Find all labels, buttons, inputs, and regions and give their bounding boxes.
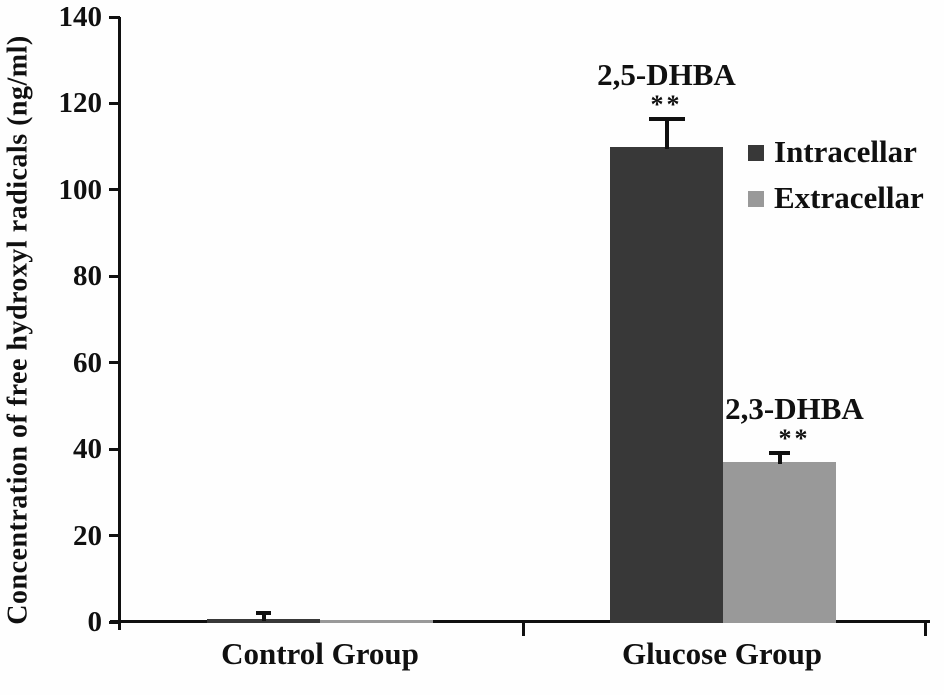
x-label-glucose-group: Glucose Group bbox=[621, 636, 823, 671]
y-axis-tick bbox=[109, 274, 120, 278]
error-bar-cap bbox=[256, 610, 271, 615]
y-tick-label: 0 bbox=[87, 606, 103, 638]
significance-stars: ** bbox=[778, 424, 811, 454]
error-bar-whisker bbox=[777, 453, 782, 465]
y-tick-label: 120 bbox=[58, 87, 103, 120]
bar-control-group-intracellar bbox=[207, 618, 320, 623]
annotation-2-5-dhba: 2,5-DHBA ** bbox=[547, 56, 787, 119]
intracellar-swatch-icon bbox=[748, 145, 764, 161]
significance-stars: ** bbox=[650, 89, 683, 119]
y-tick-label: 100 bbox=[58, 173, 103, 206]
legend: Intracellar Extracellar bbox=[748, 136, 924, 214]
y-tick-label: 140 bbox=[58, 1, 103, 33]
annotation-2-3-dhba: 2,3-DHBA ** bbox=[675, 391, 915, 454]
bar-glucose-group-extracellar bbox=[723, 462, 836, 623]
y-axis-tick bbox=[109, 15, 120, 19]
error-bar-cap bbox=[768, 451, 791, 456]
extracellar-swatch-icon bbox=[748, 191, 764, 207]
legend-item-extracellar: Extracellar bbox=[748, 182, 924, 214]
bar-control-group-extracellar bbox=[320, 619, 433, 623]
legend-label-extracellar: Extracellar bbox=[774, 180, 924, 215]
x-axis-tick bbox=[522, 622, 525, 636]
y-axis-tick bbox=[109, 101, 120, 105]
y-tick-label: 80 bbox=[73, 260, 102, 293]
annotation-text: 2,5-DHBA bbox=[597, 56, 736, 92]
y-tick-label: 60 bbox=[73, 346, 102, 379]
bar-glucose-group-intracellar bbox=[610, 146, 723, 623]
x-axis-line bbox=[110, 620, 930, 623]
annotation-text: 2,3-DHBA bbox=[725, 391, 864, 427]
x-label-control-group: Control Group bbox=[221, 636, 419, 671]
y-axis-line bbox=[118, 17, 121, 630]
error-bar-whisker bbox=[664, 118, 669, 149]
y-axis-tick bbox=[109, 447, 120, 451]
y-axis-tick bbox=[109, 361, 120, 365]
y-axis-tick bbox=[109, 620, 120, 624]
x-axis-tick bbox=[923, 622, 927, 636]
legend-item-intracellar: Intracellar bbox=[748, 136, 924, 168]
error-bar-whisker bbox=[261, 612, 266, 621]
legend-label-intracellar: Intracellar bbox=[774, 134, 917, 169]
y-tick-label: 20 bbox=[73, 519, 102, 552]
error-bar-cap bbox=[648, 116, 685, 121]
y-axis-tick bbox=[109, 534, 120, 538]
y-axis-tick bbox=[109, 188, 120, 192]
y-tick-label: 40 bbox=[73, 433, 102, 466]
